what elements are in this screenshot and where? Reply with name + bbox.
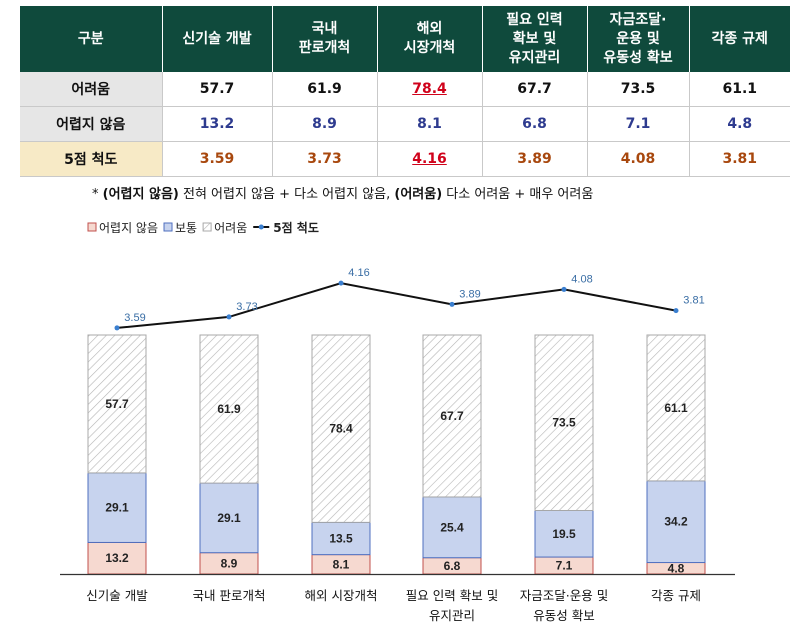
footnote-def-easy: 전혀 어렵지 않음 + 다소 어렵지 않음,: [178, 187, 395, 202]
bar-segment: [422, 496, 482, 559]
bar-value-label: 13.2: [105, 551, 129, 565]
scale-point: [338, 280, 344, 286]
bar-segment: [646, 334, 706, 482]
header-cell: 신기술 개발: [162, 6, 273, 72]
header-cell: 자금조달· 운용 및 유동성 확보: [587, 6, 690, 72]
scale-value-label: 3.59: [124, 312, 145, 324]
bar-value-label: 25.4: [440, 520, 464, 534]
footnote-def-hard: 다소 어려움 + 매우 어려움: [442, 187, 594, 202]
legend-label: 어렵지 않음: [99, 221, 158, 235]
bar-value-label: 8.1: [333, 557, 350, 571]
bar-segment: [199, 334, 259, 484]
bar-segment: [311, 521, 371, 556]
table-cell-highlight: 78.4: [377, 72, 483, 107]
bar-value-label: 13.5: [329, 532, 353, 546]
table-cell: 6.8: [482, 106, 588, 142]
row-label: 어렵지 않음: [20, 106, 163, 142]
scale-value-label: 3.73: [236, 301, 257, 313]
bar-value-label: 61.9: [217, 402, 241, 416]
scale-value-label: 3.89: [459, 288, 480, 300]
table-cell-highlight: 4.16: [377, 141, 483, 177]
bar-value-label: 67.7: [440, 409, 464, 423]
bar-value-label: 29.1: [217, 511, 241, 525]
table-cell: 73.5: [587, 72, 690, 107]
table-row: 5점 척도 3.59 3.73 4.16 3.89 4.08 3.81: [20, 141, 790, 177]
table-cell: 3.89: [482, 141, 588, 177]
legend-label: 어려움: [214, 221, 247, 235]
bar-value-label: 4.8: [668, 561, 685, 575]
legend-label: 보통: [175, 221, 197, 235]
table-row: 어려움 57.7 61.9 78.4 67.7 73.5 61.1: [20, 72, 790, 107]
header-cell: 구분: [20, 6, 163, 72]
scale-line: [116, 282, 677, 329]
footnote: * (어렵지 않음) 전혀 어렵지 않음 + 다소 어렵지 않음, (어려움) …: [92, 183, 593, 202]
bar-value-label: 29.1: [105, 501, 129, 515]
category-label: 해외 시장개척: [305, 588, 378, 603]
scale-value-label: 4.16: [348, 267, 369, 279]
bar-value-label: 73.5: [552, 416, 576, 430]
bar-segment: [311, 334, 371, 523]
footnote-prefix: *: [92, 187, 103, 202]
table-cell: 3.81: [689, 141, 790, 177]
table-cell: 8.1: [377, 106, 483, 142]
bar-segment: [87, 334, 147, 474]
table-cell: 4.08: [587, 141, 690, 177]
footnote-term-hard: (어려움): [394, 187, 443, 202]
bar-value-label: 61.1: [664, 401, 688, 415]
bar-value-label: 78.4: [329, 422, 353, 436]
legend-label: 5점 척도: [273, 220, 319, 235]
header-cell: 각종 규제: [689, 6, 790, 72]
table-cell: 4.8: [689, 106, 790, 142]
bar-segment: [422, 334, 482, 498]
table-cell: 13.2: [162, 106, 273, 142]
table-cell: 7.1: [587, 106, 690, 142]
scale-value-label: 4.08: [571, 273, 592, 285]
scale-point: [561, 286, 567, 292]
bar-segment: [199, 482, 259, 554]
scale-point: [226, 314, 232, 320]
category-label: 필요 인력 확보 및 유지관리: [406, 588, 498, 623]
bar-value-label: 34.2: [664, 515, 688, 529]
scale-point: [449, 301, 455, 307]
category-label: 자금조달·운용 및 유동성 확보: [520, 588, 608, 623]
row-label: 5점 척도: [20, 141, 163, 177]
table-cell: 3.73: [272, 141, 378, 177]
table-cell: 61.1: [689, 72, 790, 107]
bar-value-label: 19.5: [552, 527, 576, 541]
bar-segment: [534, 509, 594, 558]
legend-swatch: [202, 222, 212, 232]
category-label: 신기술 개발: [86, 588, 148, 603]
table-cell: 61.9: [272, 72, 378, 107]
bar-value-label: 8.9: [221, 556, 238, 570]
category-label: 국내 판로개척: [193, 588, 266, 603]
legend-swatch: [87, 222, 97, 232]
table-cell: 57.7: [162, 72, 273, 107]
chart-legend: 어렵지 않음 보통 어려움 5점 척도: [87, 220, 319, 235]
header-cell: 필요 인력 확보 및 유지관리: [482, 6, 588, 72]
scale-value-label: 3.81: [683, 295, 704, 307]
bar-segment: [646, 480, 706, 564]
header-cell: 국내 판로개척: [272, 6, 378, 72]
footnote-term-easy: (어렵지 않음): [102, 187, 179, 202]
category-label: 각종 규제: [651, 588, 701, 603]
bar-segment: [534, 334, 594, 511]
bar-value-label: 7.1: [556, 559, 573, 573]
scale-point: [673, 308, 679, 314]
bar-value-label: 6.8: [444, 559, 461, 573]
legend-swatch: [163, 222, 173, 232]
header-cell: 해외 시장개척: [377, 6, 483, 72]
summary-table: 구분 신기술 개발 국내 판로개척 해외 시장개척 필요 인력 확보 및 유지관…: [20, 6, 790, 177]
table-row: 어렵지 않음 13.2 8.9 8.1 6.8 7.1 4.8: [20, 106, 790, 142]
scale-point: [114, 325, 120, 331]
table-cell: 8.9: [272, 106, 378, 142]
table-cell: 67.7: [482, 72, 588, 107]
bar-segment: [87, 541, 147, 575]
legend-line-marker: [258, 224, 264, 230]
bar-segment: [87, 472, 147, 543]
table-header-row: 구분 신기술 개발 국내 판로개척 해외 시장개척 필요 인력 확보 및 유지관…: [20, 6, 790, 72]
table-cell: 3.59: [162, 141, 273, 177]
row-label: 어려움: [20, 72, 163, 107]
bar-value-label: 57.7: [105, 397, 129, 411]
